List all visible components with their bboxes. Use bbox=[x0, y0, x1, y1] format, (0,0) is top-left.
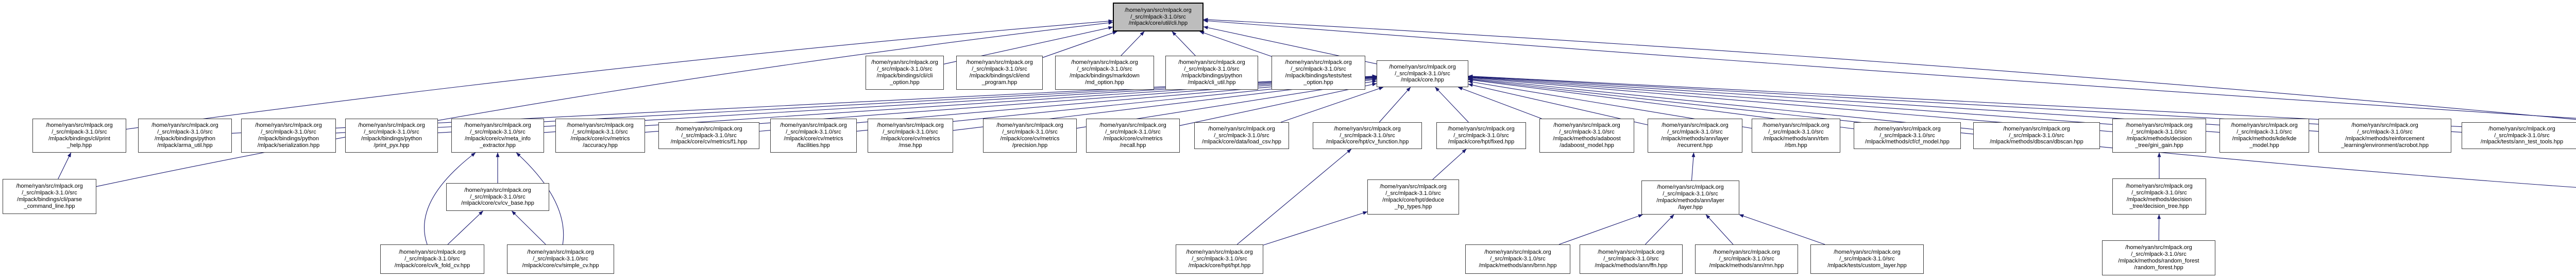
graph-node-layer[interactable]: /home/ryan/src/mlpack.org /_src/mlpack-3… bbox=[1641, 180, 1739, 215]
graph-node-precision[interactable]: /home/ryan/src/mlpack.org /_src/mlpack-3… bbox=[983, 119, 1077, 153]
graph-node-serialization_py[interactable]: /home/ryan/src/mlpack.org /_src/mlpack-3… bbox=[241, 119, 336, 153]
graph-node-cf_model[interactable]: /home/ryan/src/mlpack.org /_src/mlpack-3… bbox=[1854, 122, 1961, 149]
graph-node-simple_cv[interactable]: /home/ryan/src/mlpack.org /_src/mlpack-3… bbox=[507, 244, 614, 274]
graph-node-print_help[interactable]: /home/ryan/src/mlpack.org /_src/mlpack-3… bbox=[32, 119, 126, 153]
graph-node-hpt[interactable]: /home/ryan/src/mlpack.org /_src/mlpack-3… bbox=[1176, 244, 1263, 274]
edge-test_function_tools-to-root bbox=[1203, 19, 2576, 119]
edge-brnn-to-layer bbox=[1558, 214, 1643, 245]
graph-node-root[interactable]: /home/ryan/src/mlpack.org /_src/mlpack-3… bbox=[1113, 3, 1204, 31]
graph-node-fixed[interactable]: /home/ryan/src/mlpack.org /_src/mlpack-3… bbox=[1436, 122, 1526, 149]
graph-node-adaboost_model[interactable]: /home/ryan/src/mlpack.org /_src/mlpack-3… bbox=[1539, 119, 1634, 153]
graph-node-end_program[interactable]: /home/ryan/src/mlpack.org /_src/mlpack-3… bbox=[956, 56, 1043, 90]
graph-node-md_option[interactable]: /home/ryan/src/mlpack.org /_src/mlpack-3… bbox=[1055, 56, 1154, 90]
edge-hpt-to-cv_function bbox=[1236, 149, 1352, 245]
graph-node-k_fold_cv[interactable]: /home/ryan/src/mlpack.org /_src/mlpack-3… bbox=[380, 244, 484, 274]
edge-cv_function-to-core bbox=[1379, 87, 1411, 123]
edge-recurrent-to-core bbox=[1468, 83, 1648, 125]
graph-node-print_pyx[interactable]: /home/ryan/src/mlpack.org /_src/mlpack-3… bbox=[345, 119, 438, 153]
graph-node-core[interactable]: /home/ryan/src/mlpack.org /_src/mlpack-3… bbox=[1377, 60, 1468, 87]
graph-node-decision_tree[interactable]: /home/ryan/src/mlpack.org /_src/mlpack-3… bbox=[2112, 178, 2206, 215]
graph-node-mse[interactable]: /home/ryan/src/mlpack.org /_src/mlpack-3… bbox=[868, 119, 953, 153]
graph-node-cv_function[interactable]: /home/ryan/src/mlpack.org /_src/mlpack-3… bbox=[1313, 122, 1422, 149]
edge-parse_command_line-to-root bbox=[96, 21, 1113, 187]
graph-node-ffn[interactable]: /home/ryan/src/mlpack.org /_src/mlpack-3… bbox=[1580, 244, 1683, 274]
edge-end_program-to-root bbox=[1042, 31, 1117, 58]
graph-node-f1[interactable]: /home/ryan/src/mlpack.org /_src/mlpack-3… bbox=[658, 122, 759, 149]
edge-deduce_hp_types-to-fixed bbox=[1432, 149, 1467, 180]
edge-adaboost_model-to-core bbox=[1458, 87, 1542, 119]
graph-node-meta_info[interactable]: /home/ryan/src/mlpack.org /_src/mlpack-3… bbox=[451, 119, 544, 153]
graph-node-custom_layer[interactable]: /home/ryan/src/mlpack.org /_src/mlpack-3… bbox=[1810, 244, 1924, 274]
graph-node-test_option[interactable]: /home/ryan/src/mlpack.org /_src/mlpack-3… bbox=[1272, 56, 1365, 90]
graph-node-acrobot[interactable]: /home/ryan/src/mlpack.org /_src/mlpack-3… bbox=[2318, 119, 2451, 153]
edge-k_fold_cv-to-meta_info bbox=[423, 152, 476, 245]
graph-node-rbm[interactable]: /home/ryan/src/mlpack.org /_src/mlpack-3… bbox=[1752, 119, 1840, 153]
graph-node-cv_base[interactable]: /home/ryan/src/mlpack.org /_src/mlpack-3… bbox=[446, 183, 549, 211]
graph-node-dbscan[interactable]: /home/ryan/src/mlpack.org /_src/mlpack-3… bbox=[1973, 122, 2100, 149]
edge-md_option-to-root bbox=[1121, 31, 1145, 56]
graph-node-parse_command_line[interactable]: /home/ryan/src/mlpack.org /_src/mlpack-3… bbox=[3, 179, 96, 214]
graph-node-gini_gain[interactable]: /home/ryan/src/mlpack.org /_src/mlpack-3… bbox=[2112, 119, 2206, 153]
edge-recall-to-core bbox=[1179, 83, 1377, 126]
edge-ffn-to-layer bbox=[1645, 214, 1674, 245]
graph-node-random_forest[interactable]: /home/ryan/src/mlpack.org /_src/mlpack-3… bbox=[2102, 240, 2215, 275]
edge-print_help-to-root bbox=[126, 19, 1113, 130]
graph-node-cli_option[interactable]: /home/ryan/src/mlpack.org /_src/mlpack-3… bbox=[866, 56, 944, 90]
edge-simple_cv-to-meta_info bbox=[516, 152, 564, 245]
graph-node-facilities[interactable]: /home/ryan/src/mlpack.org /_src/mlpack-3… bbox=[770, 119, 857, 153]
graph-node-load_csv[interactable]: /home/ryan/src/mlpack.org /_src/mlpack-3… bbox=[1194, 122, 1289, 149]
edge-load_csv-to-core bbox=[1280, 87, 1384, 123]
graph-node-rnn[interactable]: /home/ryan/src/mlpack.org /_src/mlpack-3… bbox=[1695, 244, 1798, 274]
graph-node-arma_util[interactable]: /home/ryan/src/mlpack.org /_src/mlpack-3… bbox=[138, 119, 232, 153]
graph-node-accuracy[interactable]: /home/ryan/src/mlpack.org /_src/mlpack-3… bbox=[555, 119, 645, 153]
edge-fixed-to-core bbox=[1435, 87, 1469, 123]
graph-node-ann_test_tools[interactable]: /home/ryan/src/mlpack.org /_src/mlpack-3… bbox=[2462, 122, 2576, 149]
graph-node-cli_util[interactable]: /home/ryan/src/mlpack.org /_src/mlpack-3… bbox=[1165, 56, 1258, 90]
edge-k_fold_cv-to-cv_base bbox=[447, 210, 483, 245]
edge-test_option-to-root bbox=[1199, 31, 1272, 57]
edge-dbscan-to-core bbox=[1468, 77, 1974, 130]
edge-layer-to-recurrent bbox=[1691, 152, 1696, 181]
graph-node-recurrent[interactable]: /home/ryan/src/mlpack.org /_src/mlpack-3… bbox=[1648, 119, 1742, 153]
edge-custom_layer-to-layer bbox=[1739, 214, 1825, 245]
edge-test_tools-to-root bbox=[1203, 18, 2576, 120]
edge-rnn-to-layer bbox=[1705, 214, 1734, 245]
edge-cli_util-to-root bbox=[1172, 31, 1196, 56]
edge-parse_command_line-to-print_help bbox=[58, 152, 72, 179]
edge-hpt-to-deduce_hp_types bbox=[1263, 211, 1368, 245]
edge-simple_cv-to-cv_base bbox=[511, 210, 546, 245]
graph-node-recall[interactable]: /home/ryan/src/mlpack.org /_src/mlpack-3… bbox=[1086, 119, 1180, 153]
graph-node-kde_model[interactable]: /home/ryan/src/mlpack.org /_src/mlpack-3… bbox=[2219, 119, 2309, 153]
graph-node-deduce_hp_types[interactable]: /home/ryan/src/mlpack.org /_src/mlpack-3… bbox=[1367, 179, 1459, 215]
graph-node-brnn[interactable]: /home/ryan/src/mlpack.org /_src/mlpack-3… bbox=[1465, 244, 1570, 274]
